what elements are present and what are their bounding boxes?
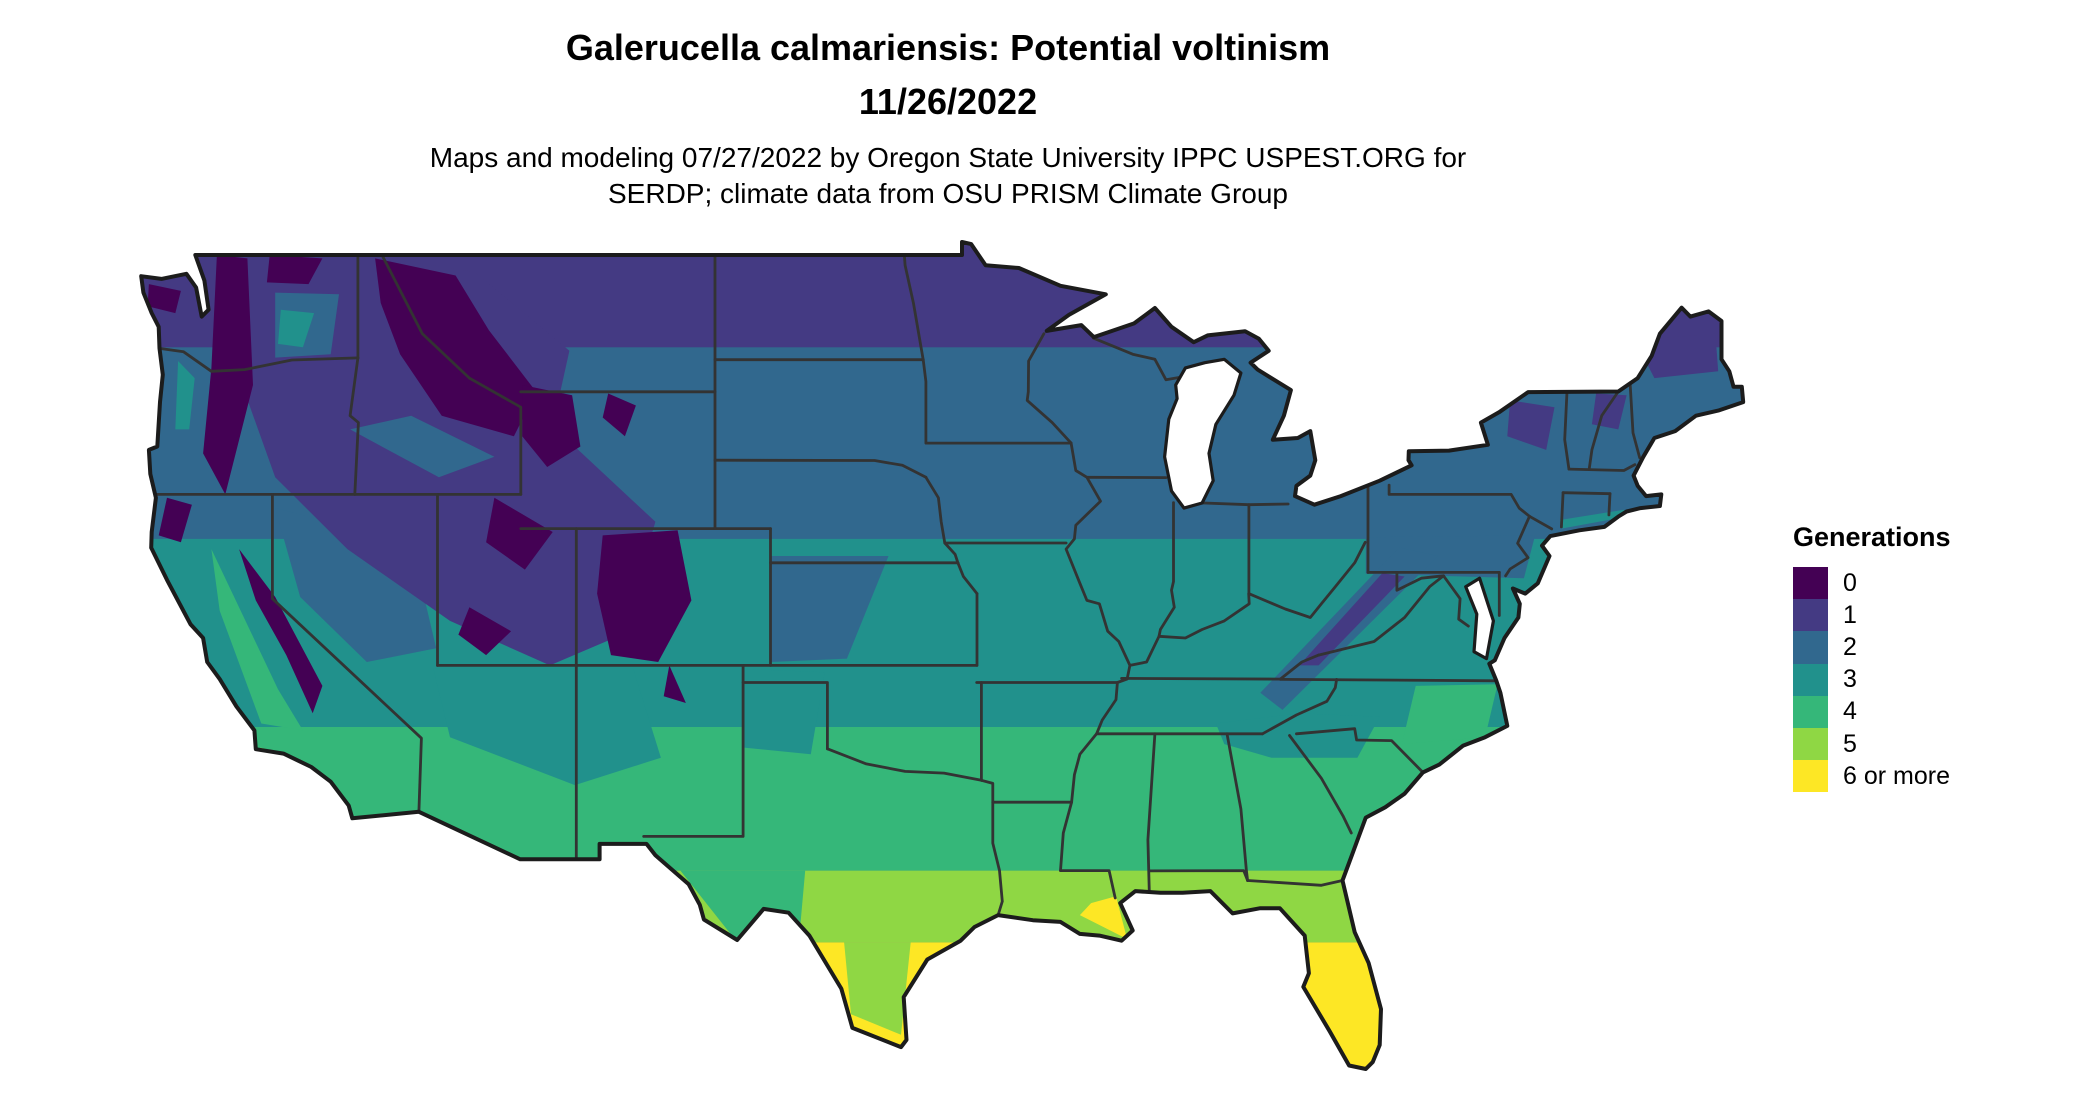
legend-swatch-3 xyxy=(1793,663,1828,696)
subtitle-line-1: Maps and modeling 07/27/2022 by Oregon S… xyxy=(429,142,1467,173)
map-fill-layers xyxy=(141,242,1744,1069)
legend-swatch-1 xyxy=(1793,599,1828,632)
subtitle-line-2: SERDP; climate data from OSU PRISM Clima… xyxy=(608,178,1288,209)
legend-label-2: 2 xyxy=(1843,632,1857,661)
legend-label-4: 4 xyxy=(1843,697,1857,726)
legend-label-1: 1 xyxy=(1843,600,1857,629)
legend-label-6: 6 or more xyxy=(1843,761,1950,790)
page-title: Galerucella calmariensis: Potential volt… xyxy=(565,27,1331,68)
legend-label-0: 0 xyxy=(1843,568,1857,597)
legend-row-3: 3 xyxy=(1793,663,1951,696)
legend-swatch-5 xyxy=(1793,727,1828,761)
lake-water xyxy=(1464,576,1495,661)
legend-swatch-0 xyxy=(1793,567,1828,600)
legend-title: Generations xyxy=(1793,522,1951,552)
us-outline xyxy=(139,240,1746,1071)
legend-row-6: 6 or more xyxy=(1793,760,1951,793)
legend-label-5: 5 xyxy=(1843,729,1857,758)
legend-row-4: 4 xyxy=(1793,695,1951,728)
legend-label-3: 3 xyxy=(1843,665,1857,694)
legend: Generations 0 1 2 3 4 5 6 or more xyxy=(1793,522,1951,793)
legend-swatch-6 xyxy=(1793,760,1828,793)
legend-row-1: 1 xyxy=(1793,599,1951,632)
legend-row-2: 2 xyxy=(1793,631,1951,664)
legend-row-0: 0 xyxy=(1793,567,1951,600)
legend-rows: 0 1 2 3 4 5 6 or more xyxy=(1793,567,1951,793)
lake-water xyxy=(1163,357,1243,510)
legend-swatch-2 xyxy=(1793,631,1828,664)
legend-swatch-4 xyxy=(1793,695,1828,728)
page-title-date: 11/26/2022 xyxy=(858,81,1038,122)
legend-row-5: 5 xyxy=(1793,727,1951,761)
